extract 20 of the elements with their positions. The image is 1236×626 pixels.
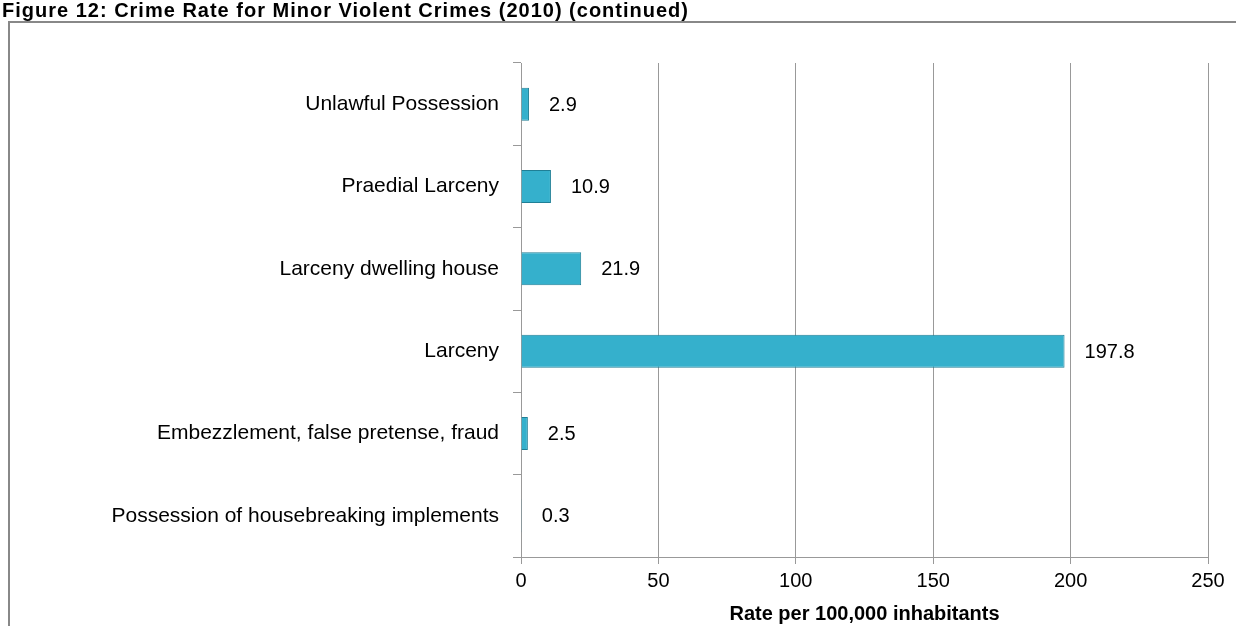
y-tick-label: Unlawful Possession <box>305 90 499 114</box>
data-label: 21.9 <box>601 257 641 280</box>
x-tick-label: 150 <box>916 568 950 591</box>
x-axis-title: Rate per 100,000 inhabitants <box>729 601 1000 624</box>
x-tick-label: 0 <box>515 568 527 591</box>
data-label: 2.5 <box>547 422 576 445</box>
y-tick-label: Possession of housebreaking implements <box>111 502 499 526</box>
x-tick-label: 250 <box>1191 568 1225 591</box>
text: Figure 12: Crime Rate for Minor Violent Crimes (2010) (continued) <box>2 0 689 21</box>
x-tick-label: 100 <box>779 568 813 591</box>
y-tick-label: Larceny dwelling house <box>279 255 499 279</box>
x-tick-label: 200 <box>1053 568 1088 591</box>
y-tick-label: Embezzlement, false pretense, fraud <box>156 420 499 444</box>
data-label: 197.8 <box>1084 339 1135 362</box>
y-tick-label: Larceny <box>424 337 500 361</box>
data-label: 0.3 <box>541 504 570 527</box>
x-tick-label: 50 <box>647 568 670 591</box>
data-label: 2.9 <box>548 92 577 115</box>
y-tick-label: Praedial Larceny <box>341 173 500 197</box>
data-label: 10.9 <box>570 175 610 198</box>
